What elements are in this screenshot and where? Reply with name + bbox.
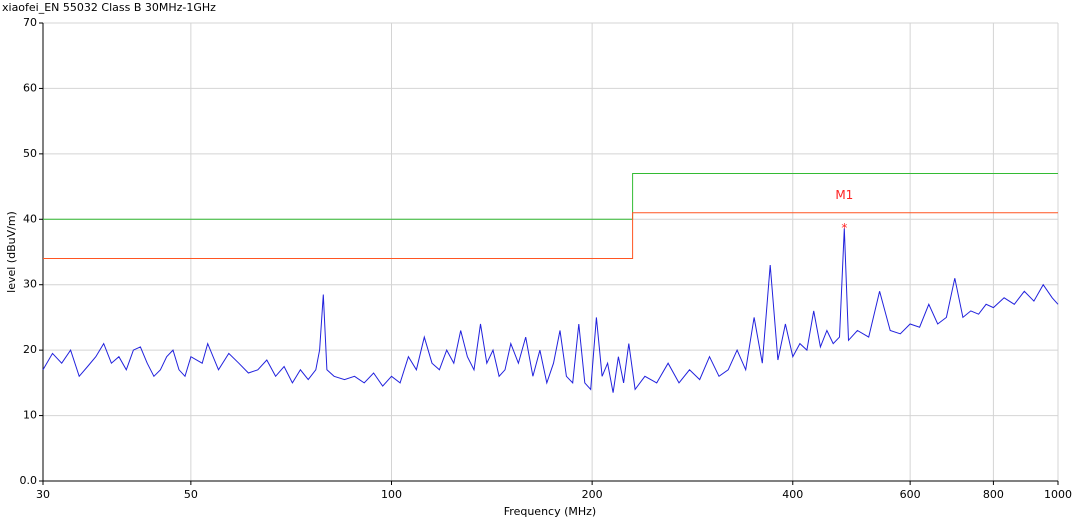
series-line [42, 228, 1059, 393]
series-line [43, 212, 1058, 259]
x-tick-label: 50 [184, 488, 198, 501]
x-tick-label: 30 [36, 488, 50, 501]
y-tick-label: 50 [23, 147, 37, 160]
x-tick-label: 1000 [1044, 488, 1072, 501]
x-tick-label: 100 [381, 488, 402, 501]
marker-point: * [841, 221, 847, 235]
marker-label: M1 [835, 188, 853, 202]
y-tick-label: 20 [23, 343, 37, 356]
y-tick-label: 60 [23, 81, 37, 94]
series-line [43, 173, 1058, 220]
y-tick-label: 30 [23, 278, 37, 291]
chart-title: xiaofei_EN 55032 Class B 30MHz-1GHz [2, 1, 216, 14]
y-tick-label: 70 [23, 16, 37, 29]
x-tick-label: 600 [900, 488, 921, 501]
x-axis-label: Frequency (MHz) [504, 505, 596, 518]
y-tick-label: 10 [23, 409, 37, 422]
y-tick-label: 40 [23, 212, 37, 225]
y-tick-label: 0.0 [20, 474, 38, 487]
y-axis-label: level (dBuV/m) [5, 211, 18, 293]
x-tick-label: 800 [983, 488, 1004, 501]
x-tick-label: 200 [582, 488, 603, 501]
x-tick-label: 400 [782, 488, 803, 501]
